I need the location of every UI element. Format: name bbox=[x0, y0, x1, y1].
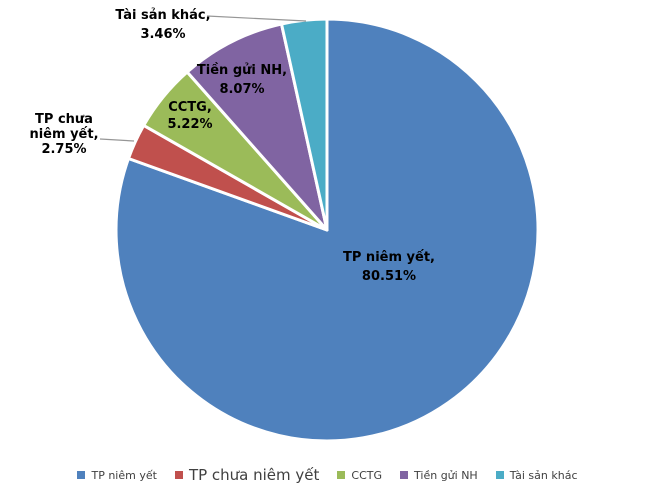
pie-slice-0[interactable] bbox=[114, 17, 540, 443]
legend-swatch-icon bbox=[77, 471, 86, 479]
legend-item-tien-gui-nh[interactable]: Tiền gửi NH bbox=[400, 469, 478, 482]
legend-label: CCTG bbox=[351, 468, 383, 482]
legend-label: TP niêm yết bbox=[91, 468, 157, 482]
legend-swatch-icon bbox=[174, 471, 183, 479]
legend-item-tai-san-khac[interactable]: Tài sản khác bbox=[495, 468, 578, 482]
pie-slices bbox=[114, 17, 540, 443]
pie-plot-area bbox=[99, 15, 540, 443]
legend-label: Tiền gửi NH bbox=[414, 468, 478, 482]
pie-slice-4[interactable] bbox=[280, 17, 329, 232]
legend-label: TP chưa niêm yết bbox=[188, 466, 320, 484]
legend-swatch-icon bbox=[400, 471, 409, 479]
legend-item-tp-chua-niem-yet[interactable]: TP chưa niêm yết bbox=[174, 466, 320, 484]
leader-line-tai-san-khac bbox=[206, 15, 307, 22]
legend-item-tp-niem-yet[interactable]: TP niêm yết bbox=[77, 468, 157, 482]
legend-swatch-icon bbox=[337, 471, 346, 479]
legend-swatch-icon bbox=[495, 471, 504, 479]
legend-label: Tài sản khác bbox=[509, 468, 578, 482]
legend-item-cctg[interactable]: CCTG bbox=[337, 469, 382, 482]
chart-legend: TP niêm yết TP chưa niêm yết CCTG Tiền g… bbox=[0, 463, 655, 487]
leader-line-tp-chua-niem-yet bbox=[99, 138, 135, 142]
